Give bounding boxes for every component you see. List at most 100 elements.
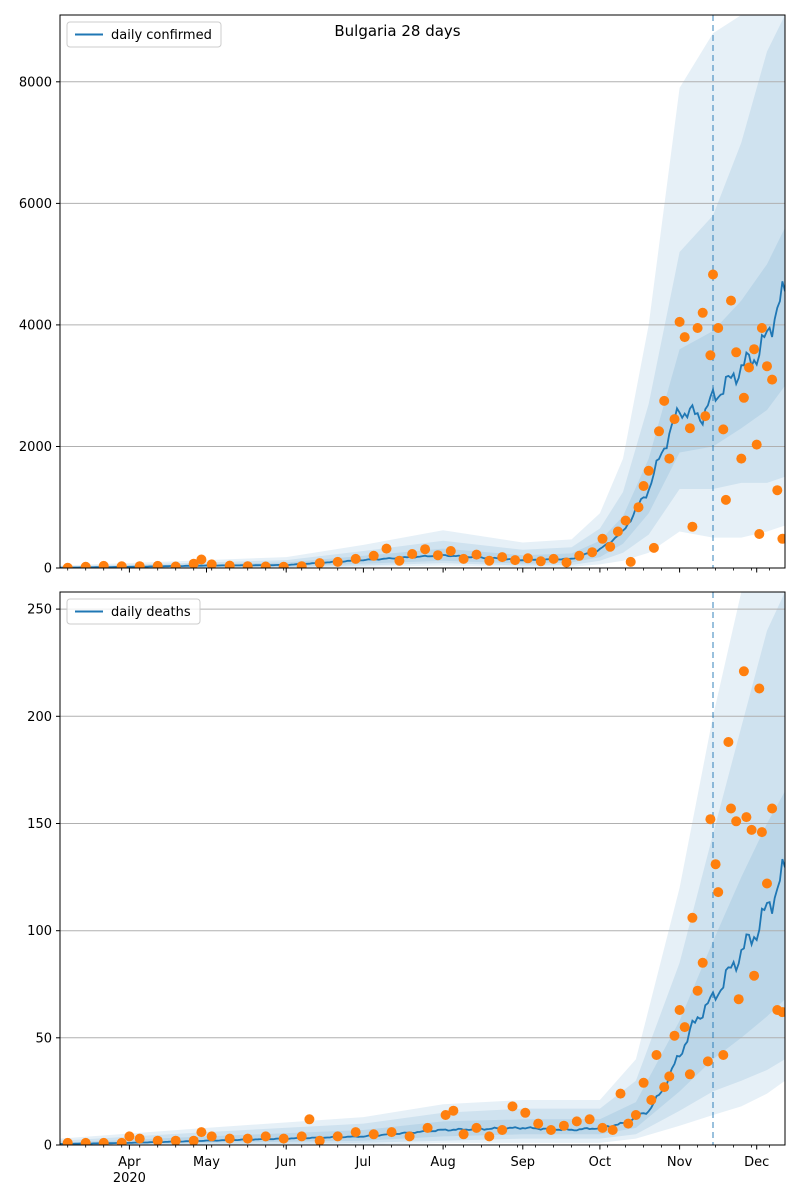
confirmed-observed-point — [332, 556, 343, 567]
confirmed-observed-point — [726, 295, 736, 306]
deaths-legend-label: daily deaths — [111, 605, 191, 620]
deaths-observed-point — [170, 1135, 181, 1145]
confirmed-observed-point — [432, 550, 443, 561]
confirmed-observed-point — [574, 550, 585, 561]
deaths-observed-point — [607, 1125, 618, 1135]
confirmed-observed-point — [497, 552, 508, 563]
deaths-ytick-label: 150 — [27, 817, 52, 832]
confirmed-observed-point — [738, 392, 749, 403]
deaths-observed-point — [278, 1133, 289, 1144]
confirmed-axes-frame — [59, 14, 786, 569]
confirmed-observed-point — [445, 546, 456, 556]
deaths-observed-point — [702, 1056, 713, 1067]
deaths-observed-point — [422, 1122, 433, 1133]
confirmed-observed-point — [314, 558, 325, 568]
deaths-observed-point — [440, 1110, 451, 1120]
deaths-x-ticks: Apr May Jun Jul Aug Sep Oct Nov Dec — [67, 1145, 770, 1170]
confirmed-x-ticks — [67, 568, 770, 573]
confirmed-observed-point — [664, 453, 675, 464]
deaths-observed-point — [623, 1118, 634, 1129]
confirmed-model-line — [60, 281, 785, 568]
deaths-ytick-label: 100 — [27, 924, 52, 939]
confirmed-observed-point — [643, 465, 654, 476]
confirmed-observed-point — [296, 561, 307, 568]
deaths-gridlines — [60, 608, 785, 1039]
confirmed-observed-point — [188, 558, 199, 568]
deaths-observed-point — [754, 683, 765, 694]
deaths-observed-point — [697, 957, 708, 968]
deaths-observed-point — [80, 1137, 91, 1145]
confirmed-y-ticks: 0 2000 4000 6000 8000 — [19, 75, 60, 577]
x-month-label: Nov — [667, 1155, 693, 1170]
deaths-observed-point — [710, 859, 721, 870]
deaths-observed-point — [718, 1050, 729, 1060]
confirmed-observed-point — [597, 533, 608, 544]
confirmed-observed-point — [713, 323, 724, 333]
deaths-observed-point — [762, 878, 772, 889]
confirmed-observed-point — [692, 323, 703, 333]
confirmed-ytick-label: 2000 — [19, 440, 52, 455]
confirmed-observed-point — [420, 544, 431, 555]
confirmed-observed-point — [587, 547, 598, 558]
confirmed-observed-point — [744, 362, 754, 373]
confirmed-observed-point — [134, 561, 145, 568]
deaths-observed-point — [741, 812, 752, 823]
confirmed-observed-point — [260, 561, 271, 568]
x-month-label: Apr — [118, 1155, 141, 1170]
deaths-observed-point — [630, 1110, 641, 1120]
confirmed-observed-point — [62, 562, 73, 568]
confirmed-panel: 0 2000 4000 6000 8000 daily confirmed Bulgar… — [19, 14, 786, 577]
deaths-observed-point — [448, 1105, 459, 1116]
deaths-observed-point — [62, 1137, 73, 1145]
confirmed-observed-point — [777, 533, 785, 544]
x-year-label: 2020 — [113, 1171, 146, 1186]
confirmed-model-line-group — [60, 281, 785, 568]
confirmed-observed-point — [522, 553, 533, 564]
deaths-observed-point — [687, 912, 698, 923]
confirmed-legend-box — [66, 21, 222, 48]
x-month-label: Oct — [589, 1155, 611, 1170]
confirmed-observed-point — [381, 543, 392, 554]
deaths-y-ticks: 0 50 100 150 200 250 — [27, 603, 60, 1154]
x-month-label: Jun — [275, 1155, 296, 1170]
chart-title: Bulgaria 28 days — [334, 22, 460, 40]
confirmed-ytick-label: 0 — [44, 562, 52, 577]
deaths-observed-point — [350, 1127, 361, 1138]
deaths-observed-point — [134, 1133, 145, 1144]
confirmed-observed-point — [278, 561, 289, 568]
deaths-axes-frame — [59, 591, 786, 1146]
deaths-observed-point — [746, 824, 757, 835]
deaths-observed-point — [684, 1069, 695, 1080]
deaths-observed-point — [558, 1120, 569, 1131]
confirmed-observed-point — [754, 529, 765, 539]
deaths-observed-point — [738, 666, 749, 677]
x-month-label: Aug — [430, 1155, 455, 1170]
confirmed-ytick-label: 6000 — [19, 197, 52, 212]
confirmed-observed-point — [206, 559, 217, 568]
deaths-observed-point — [368, 1129, 379, 1140]
confirmed-observed-point — [684, 423, 695, 434]
deaths-observed-point — [597, 1122, 608, 1133]
deaths-observed-point — [404, 1131, 415, 1142]
x-month-label: Sep — [511, 1155, 536, 1170]
deaths-observed-point — [674, 1005, 685, 1015]
deaths-observed-point — [692, 985, 703, 996]
deaths-observed-point — [206, 1131, 217, 1142]
deaths-observed-point — [669, 1030, 680, 1041]
confirmed-observed-point — [80, 561, 91, 568]
deaths-observed-point — [304, 1114, 315, 1125]
deaths-observed-point — [484, 1131, 495, 1142]
deaths-observed-point — [533, 1118, 544, 1129]
deaths-observed-point — [296, 1131, 307, 1142]
deaths-ytick-label: 50 — [35, 1031, 52, 1046]
confirmed-observed-point — [170, 561, 181, 568]
x-month-label: May — [193, 1155, 220, 1170]
confirmed-observed-point — [679, 332, 690, 343]
confirmed-observed-point — [196, 554, 207, 565]
confirmed-legend: daily confirmed — [66, 21, 222, 48]
confirmed-observed-point — [731, 347, 742, 358]
confirmed-observed-point — [697, 307, 708, 318]
deaths-observed-point — [679, 1022, 690, 1033]
deaths-ytick-label: 250 — [27, 603, 52, 618]
